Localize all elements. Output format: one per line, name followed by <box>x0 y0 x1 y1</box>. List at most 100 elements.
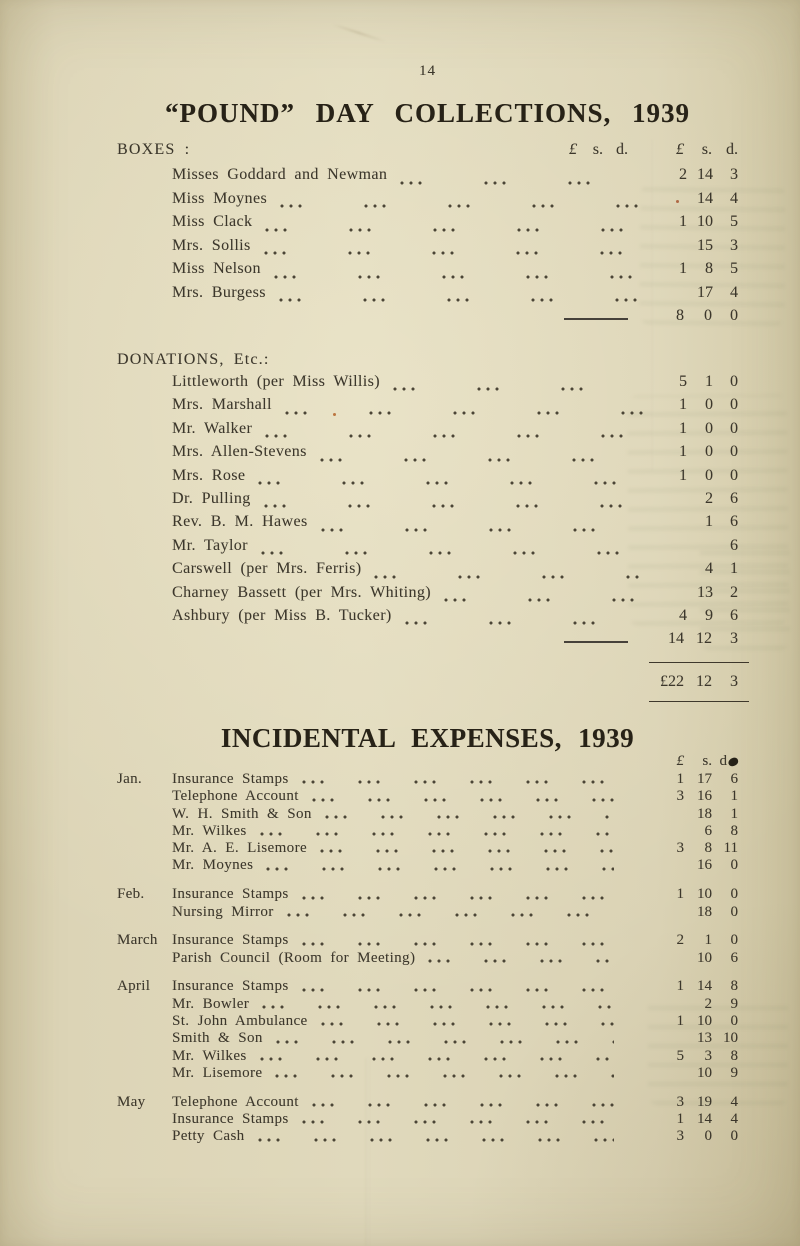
dot-leader <box>285 912 614 917</box>
grand-total-pence: 3 <box>730 673 738 691</box>
shilling-column-header: s. <box>592 141 603 158</box>
amount-pence: 0 <box>730 443 738 461</box>
expense-row: Telephone Account 3 16 1 <box>0 788 800 805</box>
amount-pence: 1 <box>730 560 738 578</box>
dot-leader <box>300 780 614 785</box>
subtotal-shillings: 12 <box>696 630 712 648</box>
expense-row: Smith & Son 13 10 <box>0 1030 800 1047</box>
amount-pence: 6 <box>730 606 738 624</box>
amount-pounds: 1 <box>676 978 685 995</box>
dot-leader <box>274 1039 614 1044</box>
amount-shillings: 8 <box>704 840 713 857</box>
amount-shillings: 2 <box>704 995 713 1012</box>
entry-name: Mr. Walker <box>172 419 253 437</box>
entry-name: Insurance Stamps <box>172 771 289 787</box>
entry-name: Mr. Wilkes <box>172 822 247 839</box>
amount-pounds: 3 <box>676 840 685 857</box>
amount-shillings: 14 <box>697 166 713 183</box>
dot-leader <box>300 1120 614 1125</box>
amount-shillings: 15 <box>697 236 713 254</box>
dot-leader <box>272 274 643 279</box>
ledger-row: Littleworth (per Miss Willis) 5 1 0 <box>0 373 800 396</box>
amount-shillings: 0 <box>705 419 713 437</box>
entry-name: Miss Moynes <box>172 189 268 207</box>
penny-column-header-label: d <box>719 753 728 769</box>
amount-pounds: 1 <box>676 1013 685 1030</box>
penny-column-header: d. <box>616 141 628 158</box>
dot-leader <box>300 941 614 946</box>
amount-shillings: 0 <box>704 1128 713 1145</box>
expense-row: Mr. Wilkes 6 8 <box>0 823 800 840</box>
amount-shillings: 8 <box>705 260 713 277</box>
pound-column-header: £ <box>569 141 577 158</box>
entry-name: Mr. Bowler <box>172 995 250 1012</box>
entry-name: St. John Ambulance <box>172 1013 308 1030</box>
ink-blot <box>727 756 740 768</box>
amount-pounds: 1 <box>679 213 687 230</box>
ledger-row: Miss Moynes 14 4 <box>0 190 800 214</box>
dot-leader <box>443 597 643 602</box>
subtotal-pence: 3 <box>730 630 738 648</box>
entry-name: Mrs. Sollis <box>172 236 251 254</box>
month-label: Jan. <box>117 771 142 787</box>
dot-leader <box>256 1137 614 1142</box>
ledger-row: Mrs. Sollis 15 3 <box>0 237 800 261</box>
amount-shillings: 3 <box>704 1047 713 1064</box>
entry-name: Ashbury (per Miss B. Tucker) <box>172 606 392 624</box>
amount-shillings: 9 <box>705 606 713 624</box>
amount-shillings: 1 <box>705 373 713 390</box>
entry-name: Petty Cash <box>172 1128 245 1145</box>
dot-leader <box>318 457 643 462</box>
entry-name: Mrs. Rose <box>172 466 246 484</box>
grand-total-rule-bottom <box>649 701 749 703</box>
amount-shillings: 18 <box>697 903 712 920</box>
subtotal-pounds: 14 <box>668 630 684 648</box>
dot-leader <box>258 1056 614 1061</box>
amount-pence: 11 <box>723 840 738 857</box>
entry-name: Insurance Stamps <box>172 978 289 995</box>
entry-name: Carswell (per Mrs. Ferris) <box>172 560 362 578</box>
grand-total-shillings: 12 <box>696 673 712 691</box>
amount-pence: 8 <box>730 1047 739 1064</box>
total-pounds: 8 <box>676 307 684 324</box>
ledger-row: Dr. Pulling 2 6 <box>0 490 800 513</box>
expenses-title: INCIDENTAL EXPENSES, 1939 <box>220 723 635 753</box>
amount-pounds: 1 <box>676 771 685 787</box>
penny-total-column-header: d. <box>726 141 738 158</box>
donations-subtotal-row: 14 12 3 <box>0 630 800 654</box>
dot-leader <box>403 621 643 626</box>
grand-total-row: £22 12 3 <box>0 663 800 701</box>
amount-shillings: 10 <box>697 213 713 230</box>
dot-leader <box>277 298 643 302</box>
amount-pounds: 3 <box>676 1128 685 1145</box>
amount-pounds: 1 <box>679 419 687 437</box>
expense-row: Mr. Bowler 2 9 <box>0 996 800 1013</box>
pound-column-header: £ <box>676 753 685 769</box>
grand-total-rule-top <box>649 662 749 664</box>
amount-shillings: 10 <box>697 886 712 903</box>
expense-row: Feb. Insurance Stamps 1 10 0 <box>0 886 800 903</box>
entry-name: Insurance Stamps <box>172 886 289 903</box>
total-rule-cell <box>547 318 628 320</box>
ledger-row: Charney Bassett (per Mrs. Whiting) 13 2 <box>0 584 800 607</box>
dot-leader <box>261 1005 614 1010</box>
amount-shillings: 19 <box>697 1093 712 1110</box>
amount-shillings: 10 <box>697 949 712 966</box>
amount-pounds: 1 <box>679 443 687 461</box>
dot-leader <box>300 987 614 992</box>
entry-name: Insurance Stamps <box>172 1111 289 1128</box>
entry-name: Smith & Son <box>172 1030 263 1047</box>
entry-name: Mrs. Allen-Stevens <box>172 443 307 461</box>
amount-pence: 0 <box>730 886 739 903</box>
dot-leader <box>279 204 643 208</box>
donations-header-row: DONATIONS, Etc.: <box>0 351 800 373</box>
amount-pounds: 5 <box>676 1047 685 1064</box>
amount-shillings: 17 <box>697 283 713 301</box>
ledger-row: Rev. B. M. Hawes 1 6 <box>0 513 800 536</box>
expense-row: Mr. Lisemore 10 9 <box>0 1065 800 1082</box>
amount-pence: 4 <box>730 1111 739 1128</box>
amount-pence: 5 <box>730 213 738 230</box>
entry-name: Mr. Lisemore <box>172 1064 263 1081</box>
penny-column-header: d <box>712 753 740 770</box>
sum-dash <box>564 641 628 644</box>
